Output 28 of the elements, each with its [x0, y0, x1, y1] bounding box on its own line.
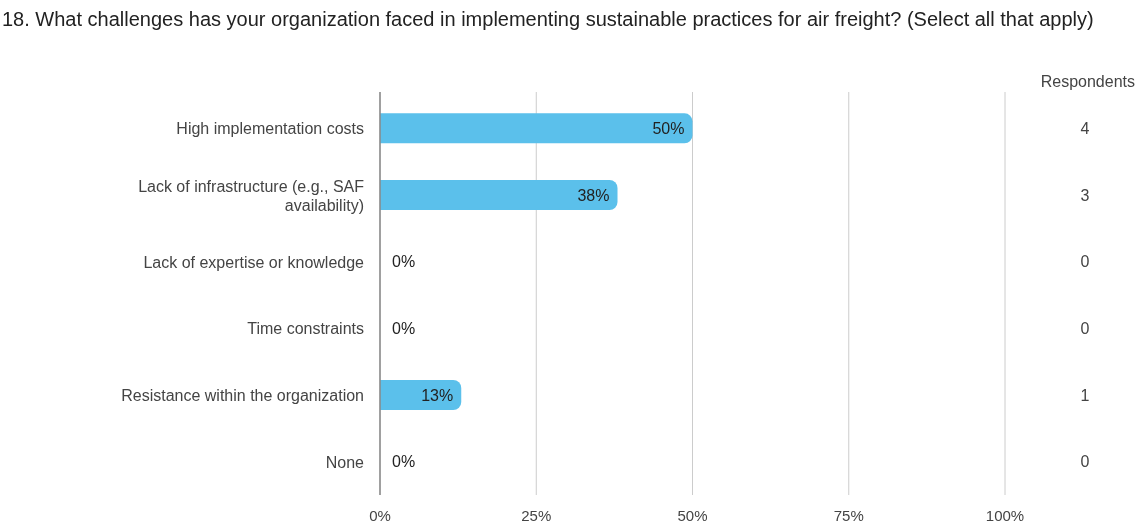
text: 0 — [1080, 453, 1090, 471]
text: Respondents — [1040, 73, 1135, 90]
text: 0 — [1080, 253, 1090, 271]
text: 4 — [1080, 119, 1090, 137]
bar — [380, 180, 618, 210]
text: 1 — [1080, 386, 1090, 404]
y-tick-label: Lack of infrastructure (e.g., SAF availability) — [138, 177, 365, 213]
x-tick-label: 100% — [985, 507, 1025, 524]
data-label: 0% — [392, 453, 416, 471]
x-tick-label: 50% — [677, 507, 708, 524]
data-label: 13% — [421, 386, 454, 404]
text: 0 — [1080, 319, 1090, 337]
y-tick-label: None — [325, 453, 365, 471]
chart-title: 18. What challenges has your organization faced in implementing sustainable practices for air freight? (Select all that apply) — [2, 8, 1094, 30]
y-tick-label: Lack of expertise or knowledge — [143, 253, 365, 271]
data-label: 38% — [577, 186, 610, 204]
y-tick-label: Time constraints — [247, 319, 364, 337]
text: 3 — [1080, 186, 1090, 204]
bar — [380, 380, 462, 410]
y-tick-label: Resistance within the organization — [121, 386, 364, 404]
y-tick-label: High implementation costs — [176, 119, 364, 137]
x-tick-label: 25% — [521, 507, 552, 524]
x-tick-label: 75% — [833, 507, 864, 524]
bar — [380, 113, 693, 144]
data-label: 50% — [652, 119, 685, 137]
data-label: 0% — [392, 319, 416, 337]
x-tick-label: 0% — [369, 507, 391, 524]
data-label: 0% — [392, 253, 416, 271]
